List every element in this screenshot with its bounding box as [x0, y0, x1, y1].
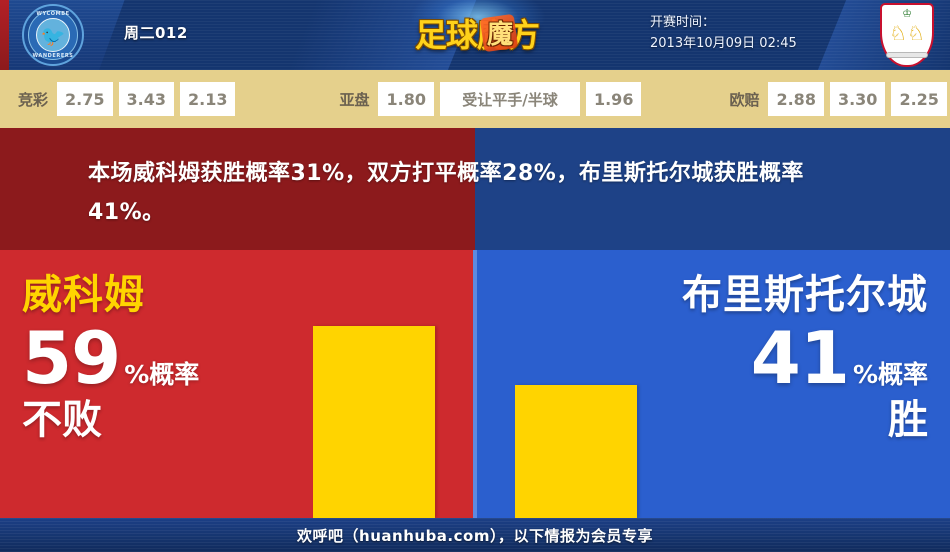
kickoff-label: 开赛时间：: [650, 15, 716, 30]
away-verdict: 胜: [888, 397, 928, 443]
header-bar: WYCOMBE 🐦 WANDERERS 周二012 足球魔方 魔 开赛时间： 2…: [0, 0, 950, 70]
away-team-name: 布里斯托尔城: [682, 272, 928, 318]
panel-divider: [473, 250, 477, 518]
odds-group-oupei: 欧赔 2.88 3.30 2.25: [729, 82, 950, 116]
footer-texture: [0, 518, 950, 552]
brand-text: 足球魔方: [414, 16, 540, 54]
footer-text: 欢呼吧（huanhuba.com），以下情报为会员专享: [297, 526, 653, 545]
home-team-block: 威科姆 59 %概率 不败: [22, 272, 292, 444]
summary-text: 本场威科姆获胜概率31%，双方打平概率28%，布里斯托尔城获胜概率41%。: [88, 161, 804, 225]
odds-cell-oupei-home[interactable]: 2.88: [768, 82, 824, 116]
home-team-name: 威科姆: [22, 272, 145, 318]
match-number: 周二012: [124, 24, 188, 42]
away-probability-bar: [515, 385, 637, 518]
home-probability-bar: [313, 326, 435, 518]
badge-bottom-text: WANDERERS: [32, 53, 74, 59]
odds-cell-jingcai-away[interactable]: 2.13: [179, 82, 236, 116]
away-percent-value: 41: [750, 316, 850, 400]
summary-bg-right: [475, 128, 950, 250]
brand-accent-char: 魔: [486, 20, 513, 50]
odds-cell-oupei-away[interactable]: 2.25: [891, 82, 947, 116]
crest-crown-icon: ♔: [902, 7, 912, 20]
home-verdict: 不败: [22, 397, 102, 443]
odds-label-yapan: 亚盘: [339, 90, 370, 109]
badge-top-text: WYCOMBE: [36, 11, 70, 17]
summary-band: 本场威科姆获胜概率31%，双方打平概率28%，布里斯托尔城获胜概率41%。: [0, 128, 950, 250]
summary-bg-left: [0, 128, 475, 250]
odds-label-oupei: 欧赔: [729, 90, 760, 109]
odds-bar: 竞彩 2.75 3.43 2.13 亚盘 1.80 受让平手/半球 1.96 欧…: [0, 70, 950, 128]
swan-icon: 🐦: [40, 24, 66, 49]
probability-panels: 威科姆 59 %概率 不败 布里斯托尔城 41 %概率 胜: [0, 250, 950, 518]
odds-group-yapan: 亚盘 1.80 受让平手/半球 1.96: [339, 82, 647, 116]
away-percent-row: 41 %概率: [628, 322, 928, 394]
odds-cell-yapan-away[interactable]: 1.96: [585, 82, 642, 116]
kickoff-info: 开赛时间： 2013年10月09日 02:45: [650, 12, 850, 54]
home-percent-value: 59: [22, 316, 121, 400]
away-team-block: 布里斯托尔城 41 %概率 胜: [628, 272, 928, 444]
header-red-stripe: [0, 0, 9, 70]
odds-group-jingcai: 竞彩 2.75 3.43 2.13: [18, 82, 241, 116]
crest-scroll: [886, 52, 928, 58]
brand-glow: [388, 0, 568, 70]
away-team-crest-icon: ♔ ♘♘: [880, 3, 934, 67]
brand-logo[interactable]: 足球魔方 魔: [388, 0, 568, 70]
odds-label-jingcai: 竞彩: [18, 90, 49, 109]
odds-cell-yapan-home[interactable]: 1.80: [378, 82, 434, 116]
footer-bar: 欢呼吧（huanhuba.com），以下情报为会员专享: [0, 518, 950, 552]
odds-cell-oupei-draw[interactable]: 3.30: [829, 82, 886, 116]
home-percent-unit: %概率: [124, 360, 200, 389]
odds-cell-jingcai-home[interactable]: 2.75: [57, 82, 113, 116]
odds-cell-jingcai-draw[interactable]: 3.43: [118, 82, 174, 116]
away-percent-unit: %概率: [852, 360, 928, 389]
odds-cell-yapan-handicap[interactable]: 受让平手/半球: [439, 82, 580, 116]
crest-arms-icon: ♘♘: [889, 21, 925, 45]
home-team-badge-icon: WYCOMBE 🐦 WANDERERS: [22, 4, 84, 66]
badge-inner-disc: [36, 18, 70, 52]
kickoff-time: 2013年10月09日 02:45: [650, 36, 797, 51]
home-percent-row: 59 %概率: [22, 322, 292, 394]
